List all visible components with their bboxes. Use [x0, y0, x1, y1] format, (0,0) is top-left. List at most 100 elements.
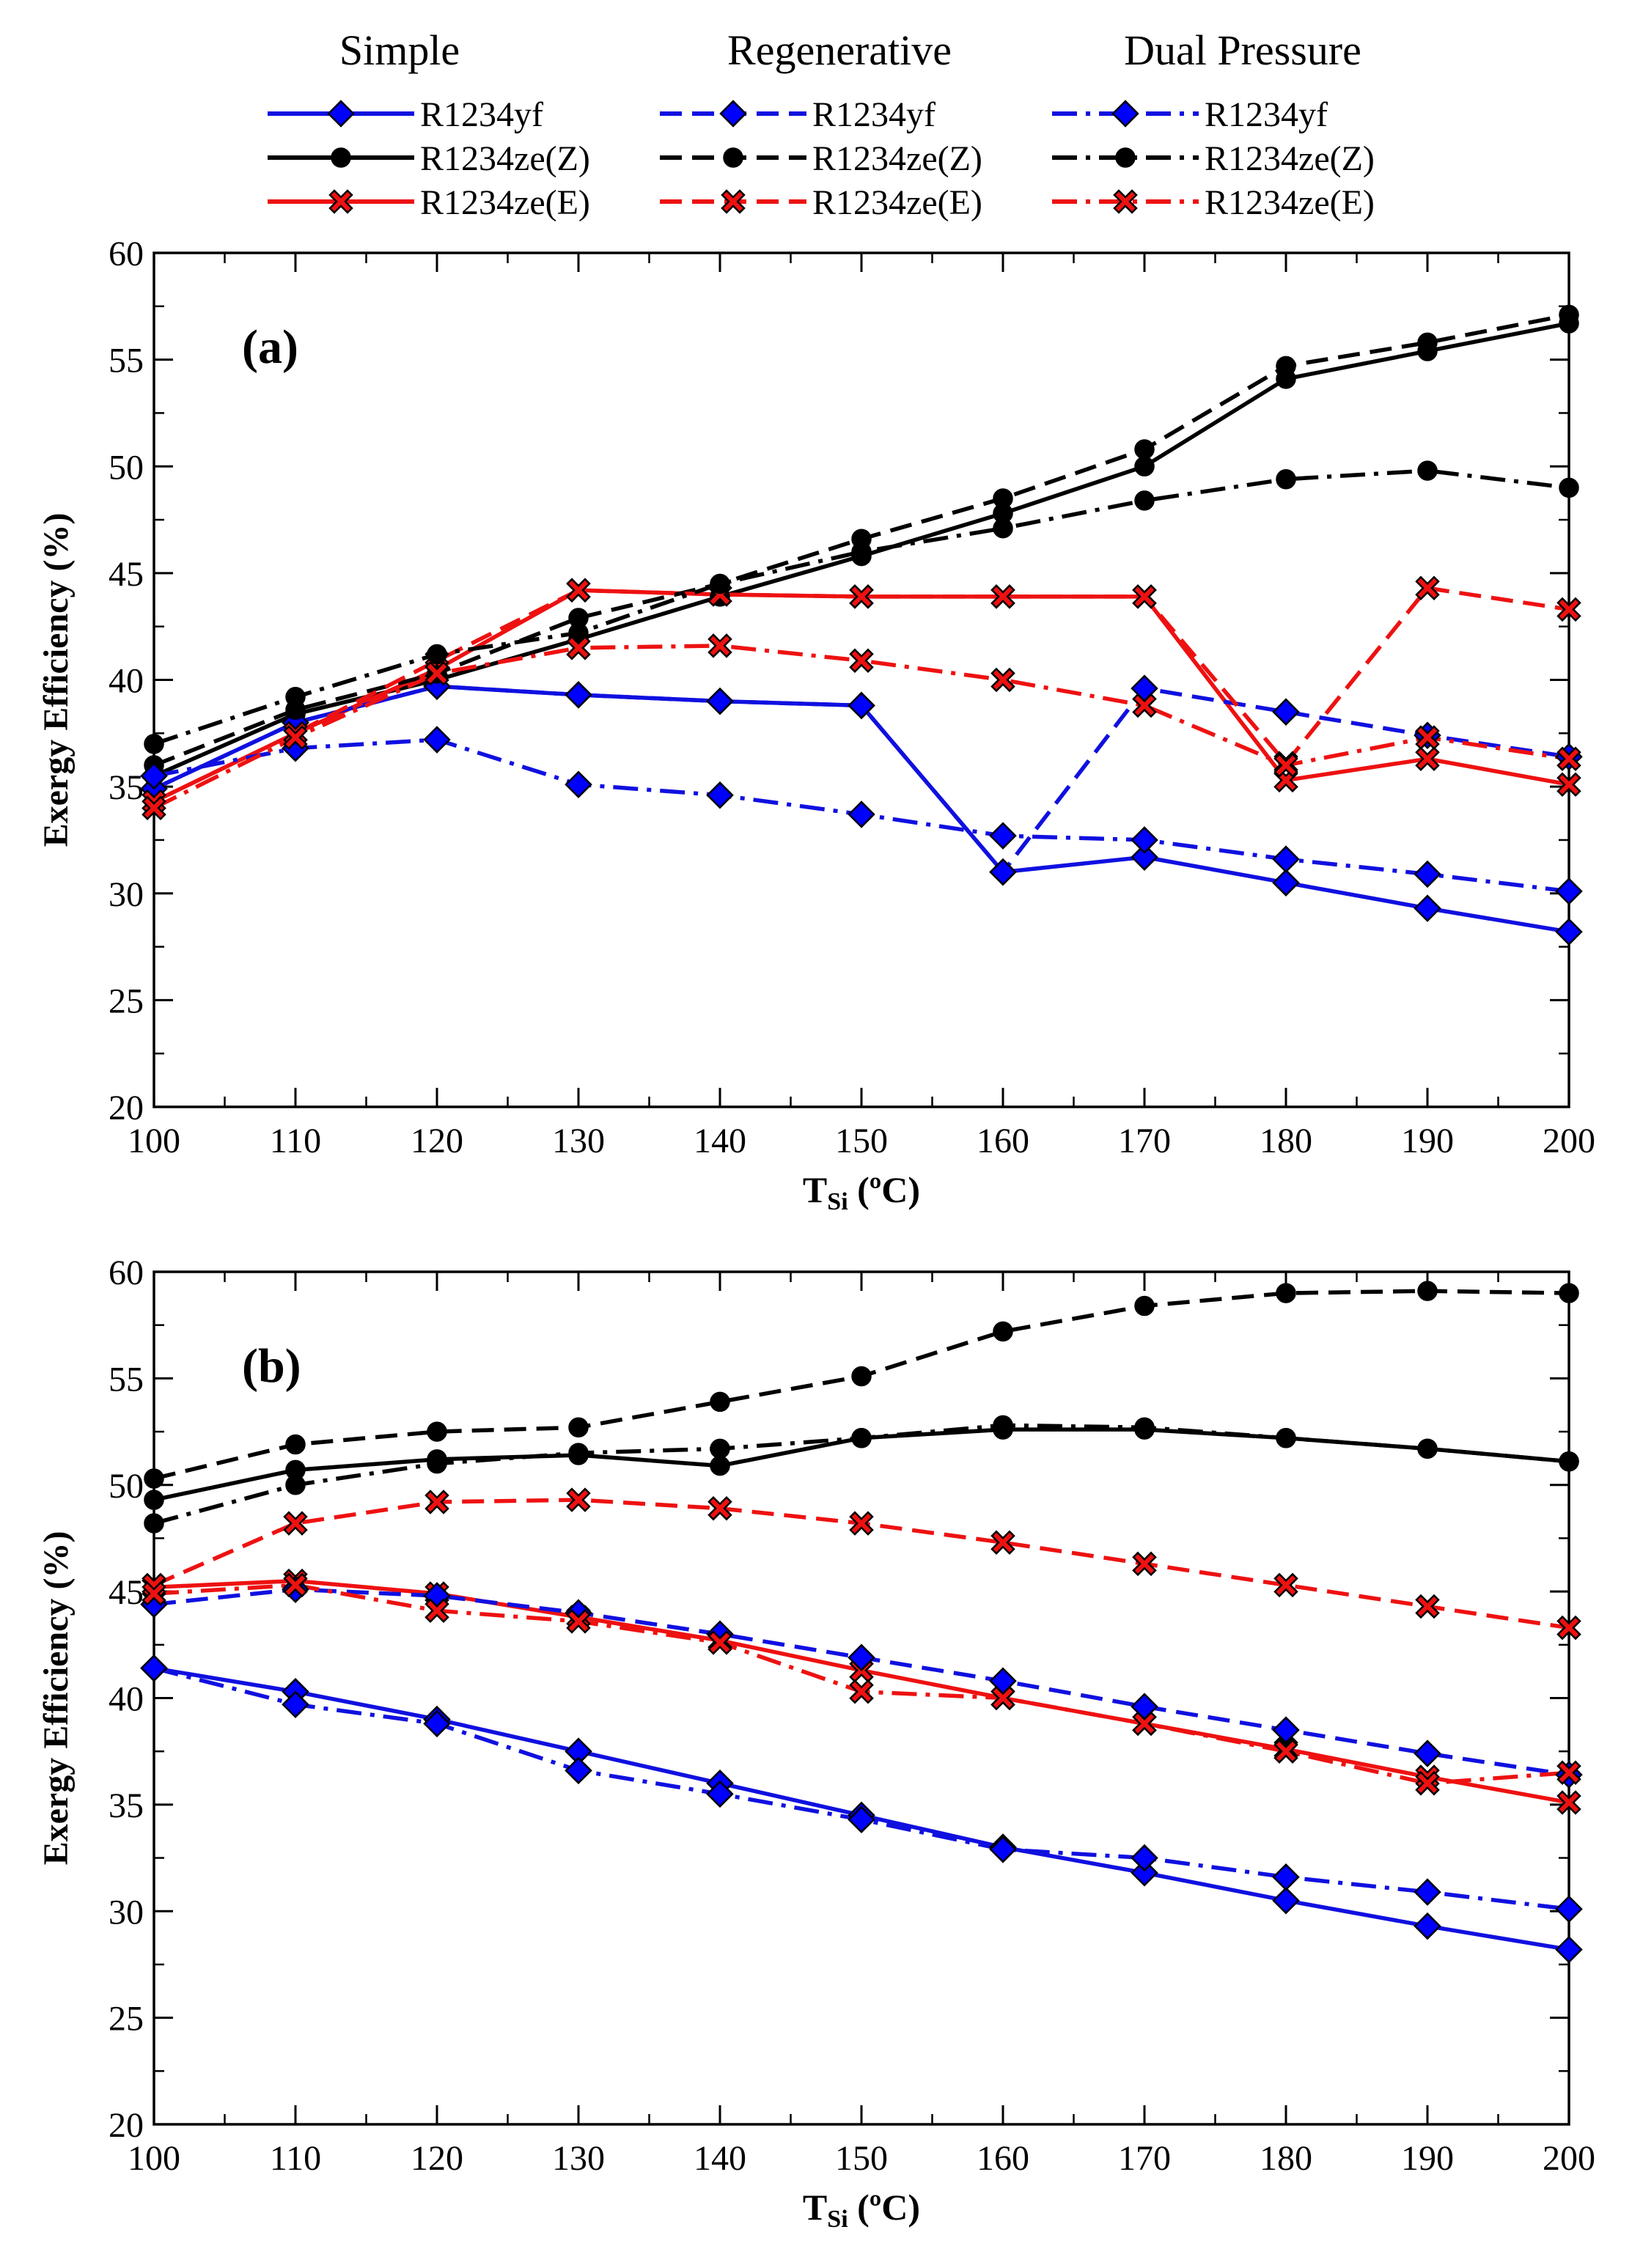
y-axis-ticks: 20 25 30 35 40 45 50 55 60 — [109, 1253, 1569, 2145]
data-point-zeZ-dashdot — [427, 644, 447, 665]
cross-shape — [1556, 1615, 1581, 1641]
x-tick-label: 180 — [1260, 2139, 1312, 2178]
circle-shape — [1417, 332, 1438, 353]
data-point-zeZ-solid — [1134, 456, 1155, 476]
circle-shape — [851, 1428, 872, 1448]
marker-layer — [140, 1281, 1583, 1964]
series-line-yf-dashed — [153, 1587, 1570, 1777]
y-tick-label: 60 — [109, 235, 144, 273]
data-point-zeZ-dashdot — [1417, 460, 1438, 481]
legend-entry-label: R1234yf — [812, 95, 936, 134]
circle-shape — [993, 1321, 1013, 1342]
circle-shape — [285, 1475, 306, 1495]
data-point-yf-dashdot — [848, 800, 875, 828]
data-point-yf-dashdot — [140, 1654, 168, 1682]
legend-entry-label: R1234ze(E) — [1205, 183, 1375, 222]
data-point-zeZ-dashed — [993, 488, 1013, 509]
y-tick-label: 40 — [109, 662, 144, 701]
diamond-shape — [706, 781, 734, 809]
cross-shape — [1556, 746, 1581, 772]
cross-shape — [328, 189, 353, 214]
cross-shape — [849, 648, 874, 674]
cross-shape — [1556, 1760, 1581, 1786]
data-point-zeE-dashed — [283, 1511, 308, 1536]
legend-entry-2-2: R1234ze(E) — [1052, 183, 1375, 222]
data-point-zeZ-dashed — [1559, 1283, 1579, 1303]
data-point-yf-solid — [1414, 894, 1441, 922]
data-point-yf-dashdot — [989, 1836, 1017, 1863]
cross-shape — [990, 667, 1015, 693]
data-point-yf-dashdot — [1555, 1895, 1583, 1923]
cross-shape — [424, 660, 449, 686]
cross-shape — [1415, 575, 1440, 601]
cross-shape — [1415, 1594, 1440, 1619]
x-tick-label: 110 — [270, 1122, 321, 1160]
plot-frame — [152, 251, 1570, 1108]
data-point-zeZ-dashed — [1276, 1283, 1296, 1303]
cross-shape — [141, 795, 166, 821]
data-point-yf-dashdot — [1555, 877, 1583, 905]
data-point-yf-dashed — [1272, 698, 1300, 726]
legend-marker — [1113, 189, 1138, 214]
cross-shape — [1132, 584, 1157, 609]
cross-shape — [283, 1572, 308, 1598]
y-tick-label: 20 — [109, 1089, 144, 1127]
diamond-shape — [989, 1836, 1017, 1863]
y-tick-label: 45 — [109, 1573, 144, 1612]
y-axis-ticks: 20 25 30 35 40 45 50 55 60 — [109, 235, 1569, 1127]
diamond-shape — [1414, 1878, 1441, 1906]
data-point-yf-dashed — [565, 681, 592, 709]
legend-group-1: Regenerative R1234yf R1234ze(Z) R1234ze(E) — [660, 26, 982, 222]
data-point-zeZ-dashed — [710, 1391, 730, 1413]
data-point-yf-dashed — [1414, 1739, 1441, 1767]
cross-shape — [990, 1685, 1015, 1711]
cross-shape — [283, 1511, 308, 1536]
diamond-shape — [1272, 869, 1300, 896]
circle-shape — [1276, 356, 1296, 377]
cross-shape — [424, 1598, 449, 1624]
cross-shape — [1273, 1572, 1298, 1598]
data-point-zeZ-dashdot — [1276, 468, 1296, 490]
diamond-shape — [1555, 877, 1583, 905]
data-point-yf-solid — [1414, 1912, 1441, 1940]
diamond-shape — [706, 687, 734, 715]
data-point-zeZ-solid — [144, 1490, 164, 1510]
data-point-yf-dashdot — [706, 1780, 734, 1808]
legend-marker — [1111, 100, 1139, 128]
data-point-zeZ-dashed — [568, 1417, 589, 1437]
circle-shape — [1559, 1283, 1579, 1303]
legend-entry-label: R1234yf — [420, 95, 543, 134]
data-point-zeE-dashed — [990, 584, 1015, 609]
diamond-shape — [565, 681, 592, 709]
data-point-zeE-dashed — [566, 1487, 591, 1512]
data-point-zeE-dashed — [424, 1490, 449, 1514]
circle-shape — [427, 1421, 447, 1442]
data-point-yf-dashdot — [423, 1709, 451, 1738]
data-point-zeZ-dashed — [1559, 304, 1579, 325]
data-point-yf-solid — [1272, 1886, 1300, 1915]
circle-shape — [1115, 147, 1136, 168]
data-point-yf-dashdot — [1414, 1878, 1441, 1906]
x-tick-label: 200 — [1543, 1122, 1595, 1160]
x-axis-title-unit: (ºC) — [848, 2187, 920, 2228]
data-point-zeZ-dashdot — [144, 734, 164, 754]
data-point-zeE-dashed — [1556, 1615, 1581, 1641]
diamond-shape — [140, 762, 168, 790]
legend-group-title-0: Simple — [339, 26, 460, 74]
data-point-zeE-dashdot — [1132, 693, 1157, 718]
cross-shape — [849, 584, 874, 609]
x-axis-ticks: 100 110 120 130 140 150 160 170 180 190 200 — [128, 1272, 1595, 2178]
data-point-zeE-dashed — [1556, 597, 1581, 622]
diamond-shape — [282, 1690, 309, 1718]
circle-shape — [993, 1415, 1013, 1436]
data-point-yf-dashdot — [1414, 860, 1441, 888]
circle-shape — [144, 1513, 164, 1534]
y-tick-label: 45 — [109, 555, 144, 594]
data-point-yf-dashdot — [1131, 826, 1158, 854]
circle-shape — [285, 1434, 306, 1455]
data-point-zeZ-dashed — [1276, 356, 1296, 377]
circle-shape — [1417, 1281, 1438, 1301]
legend-entry-2-1: R1234ze(Z) — [1052, 139, 1375, 178]
x-tick-label: 170 — [1118, 2139, 1171, 2178]
